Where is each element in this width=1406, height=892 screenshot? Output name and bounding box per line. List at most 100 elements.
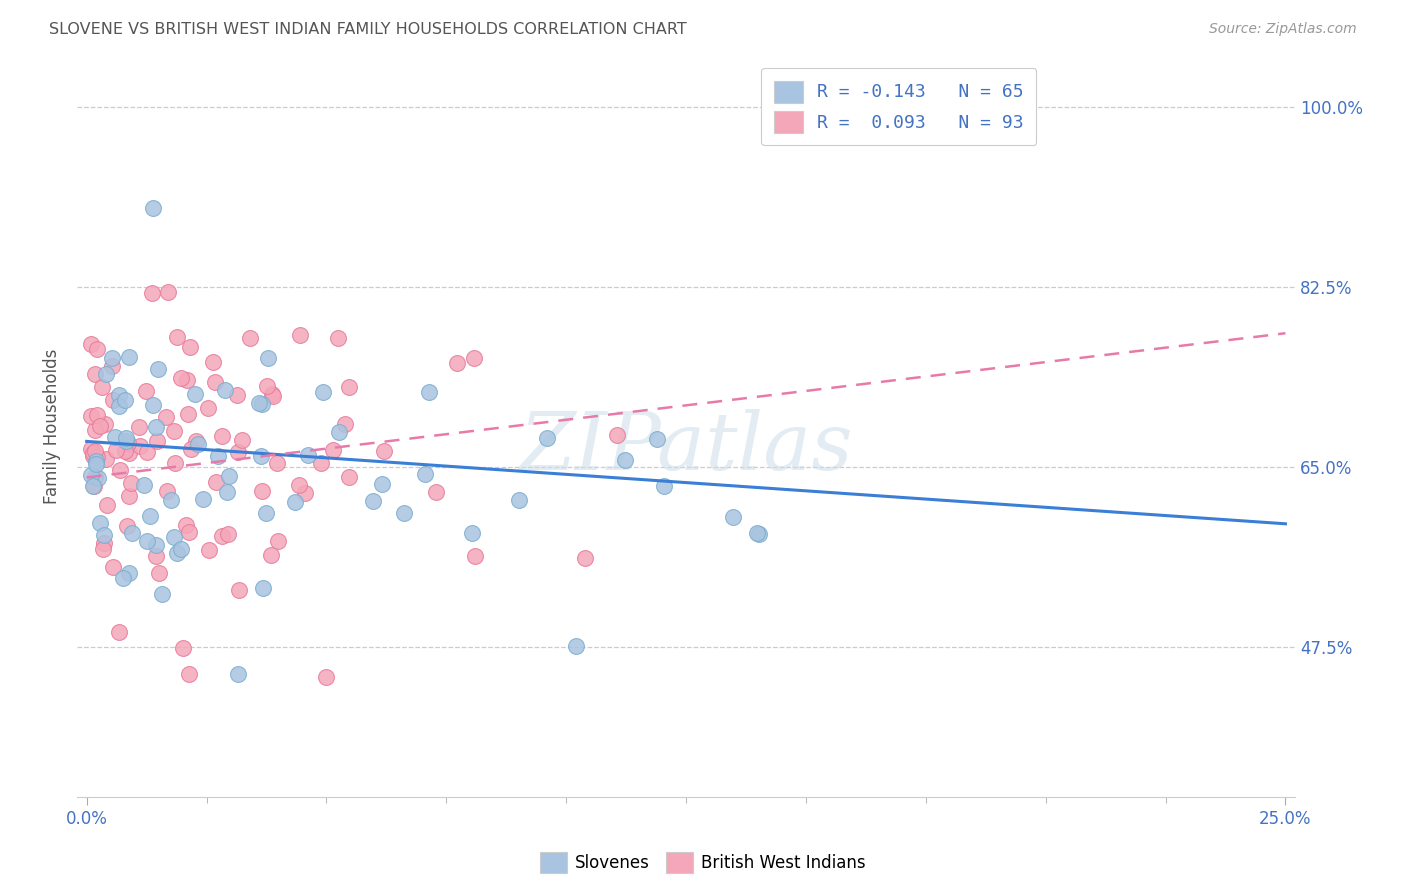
Point bbox=[250, 397, 273, 411]
Point bbox=[166, 546, 188, 560]
Point bbox=[257, 351, 280, 366]
Point bbox=[148, 361, 170, 376]
Point bbox=[721, 510, 744, 524]
Text: Source: ZipAtlas.com: Source: ZipAtlas.com bbox=[1209, 22, 1357, 37]
Point bbox=[156, 483, 179, 498]
Point bbox=[160, 492, 183, 507]
Point bbox=[134, 477, 156, 491]
Point bbox=[184, 434, 207, 448]
Point bbox=[145, 420, 167, 434]
Point bbox=[218, 469, 240, 483]
Point bbox=[204, 475, 226, 490]
Point bbox=[115, 430, 138, 444]
Point bbox=[87, 471, 110, 485]
Point bbox=[179, 667, 201, 681]
Point bbox=[89, 418, 111, 433]
Point bbox=[250, 449, 273, 463]
Point bbox=[163, 530, 186, 544]
Point bbox=[337, 380, 360, 394]
Point bbox=[425, 485, 447, 500]
Point bbox=[90, 380, 112, 394]
Point bbox=[337, 470, 360, 484]
Point bbox=[172, 640, 194, 655]
Point bbox=[184, 386, 207, 401]
Point bbox=[226, 388, 249, 402]
Point bbox=[287, 477, 309, 491]
Point bbox=[86, 409, 108, 423]
Point bbox=[82, 478, 104, 492]
Point bbox=[214, 384, 236, 398]
Point bbox=[96, 368, 118, 382]
Point bbox=[86, 450, 108, 464]
Point bbox=[103, 392, 125, 407]
Point bbox=[108, 388, 131, 402]
Point bbox=[83, 479, 105, 493]
Point bbox=[136, 534, 159, 549]
Point bbox=[418, 385, 440, 400]
Point bbox=[217, 527, 239, 541]
Point bbox=[117, 435, 139, 450]
Point bbox=[373, 444, 395, 458]
Point bbox=[101, 359, 124, 373]
Point bbox=[179, 340, 201, 354]
Point bbox=[89, 516, 111, 530]
Point bbox=[145, 549, 167, 564]
Point bbox=[231, 433, 253, 447]
Point bbox=[228, 666, 250, 681]
Point bbox=[260, 548, 283, 562]
Point bbox=[564, 639, 586, 653]
Point bbox=[80, 336, 103, 351]
Point bbox=[111, 571, 134, 585]
Point bbox=[117, 446, 139, 460]
Point bbox=[83, 469, 105, 483]
Point bbox=[250, 483, 273, 498]
Point bbox=[606, 428, 628, 442]
Point bbox=[613, 452, 636, 467]
Point bbox=[413, 467, 436, 482]
Point bbox=[247, 396, 270, 410]
Point bbox=[177, 407, 200, 421]
Point bbox=[114, 393, 136, 408]
Point bbox=[312, 384, 335, 399]
Point bbox=[197, 401, 219, 415]
Point bbox=[128, 439, 150, 453]
Point bbox=[536, 431, 558, 445]
Point bbox=[142, 398, 165, 412]
Point bbox=[748, 526, 770, 541]
Point bbox=[118, 489, 141, 503]
Point bbox=[254, 506, 277, 520]
Point bbox=[110, 463, 132, 477]
Point bbox=[94, 417, 117, 431]
Point bbox=[370, 477, 392, 491]
Point bbox=[117, 350, 139, 364]
Point bbox=[252, 581, 274, 595]
Point bbox=[652, 479, 675, 493]
Point bbox=[170, 371, 193, 385]
Point bbox=[114, 443, 136, 458]
Point bbox=[84, 368, 107, 382]
Point bbox=[142, 201, 165, 215]
Point bbox=[211, 429, 233, 443]
Point bbox=[101, 560, 124, 574]
Point bbox=[176, 373, 198, 387]
Point bbox=[93, 541, 115, 556]
Point bbox=[745, 525, 768, 540]
Point bbox=[392, 507, 415, 521]
Y-axis label: Family Households: Family Households bbox=[44, 348, 60, 504]
Point bbox=[187, 437, 209, 451]
Point bbox=[139, 508, 162, 523]
Point bbox=[80, 442, 103, 456]
Point bbox=[328, 425, 350, 440]
Point bbox=[136, 445, 159, 459]
Point bbox=[115, 519, 138, 533]
Point bbox=[108, 399, 131, 413]
Point bbox=[170, 542, 193, 557]
Point bbox=[322, 443, 344, 458]
Point bbox=[260, 386, 283, 401]
Point bbox=[202, 355, 225, 369]
Point bbox=[461, 525, 484, 540]
Point bbox=[174, 517, 197, 532]
Point bbox=[105, 442, 128, 457]
Point bbox=[96, 498, 118, 512]
Point bbox=[121, 526, 143, 541]
